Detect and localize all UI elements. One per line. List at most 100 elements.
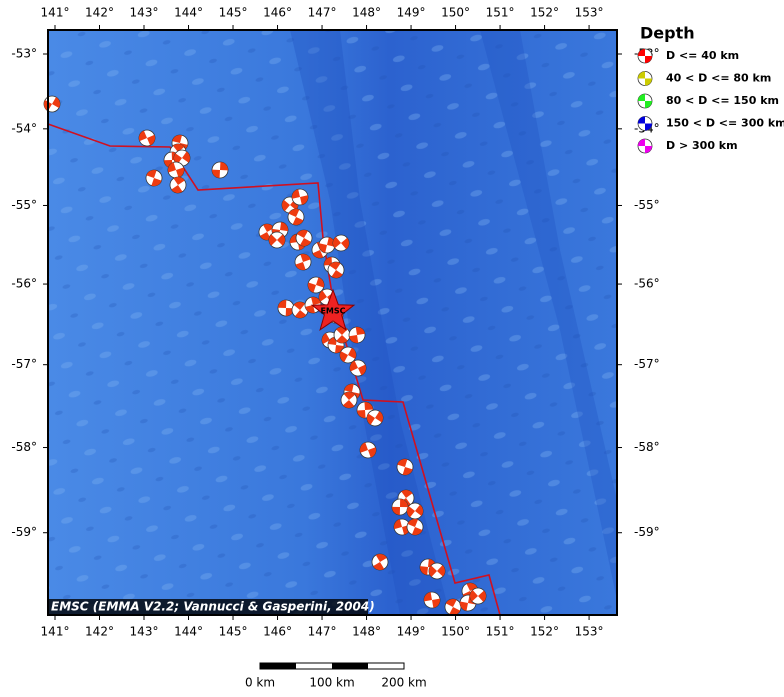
- ball-quadrant: [348, 347, 356, 359]
- ball-quadrant: [341, 237, 349, 250]
- longitude-label: 153°: [575, 6, 604, 20]
- ball-quadrant: [322, 333, 330, 344]
- ball-quadrant: [358, 364, 366, 376]
- ball-quadrant: [349, 335, 359, 343]
- focal-mechanism: [332, 234, 350, 252]
- ball-quadrant: [292, 217, 304, 225]
- legend-entry: D <= 40 km: [666, 49, 739, 62]
- ball-quadrant: [392, 506, 400, 515]
- longitude-label: 150°: [441, 625, 470, 639]
- ball-quadrant: [329, 262, 341, 270]
- ball-quadrant: [146, 170, 157, 178]
- ball-quadrant: [402, 467, 413, 475]
- focal-mechanism: [406, 518, 424, 536]
- focal-mechanism: [295, 229, 313, 247]
- focal-mechanism: [637, 93, 653, 109]
- longitude-label: 145°: [219, 625, 248, 639]
- ball-quadrant: [336, 335, 348, 343]
- latitude-label: -53°: [11, 47, 37, 61]
- focal-mechanism: [406, 502, 424, 520]
- ball-quadrant: [319, 290, 327, 302]
- longitude-label: 150°: [441, 6, 470, 20]
- focal-mechanism: [291, 301, 309, 319]
- ball-quadrant: [638, 139, 645, 146]
- ball-quadrant: [294, 310, 307, 318]
- longitude-label: 144°: [174, 625, 203, 639]
- longitude-label: 143°: [130, 625, 159, 639]
- latitude-label: -56°: [11, 277, 37, 291]
- ball-quadrant: [305, 305, 315, 313]
- focal-mechanism: [327, 261, 345, 279]
- ball-quadrant: [316, 277, 324, 288]
- ball-quadrant: [424, 592, 432, 602]
- ball-quadrant: [638, 49, 645, 56]
- epicenter-star: [310, 288, 356, 331]
- longitude-label: 148°: [352, 6, 381, 20]
- longitude-label: 152°: [530, 625, 559, 639]
- ball-quadrant: [278, 300, 287, 308]
- focal-mechanism: [637, 138, 653, 154]
- scale-bar: 0 km 100 km 200 km: [245, 662, 427, 690]
- ball-quadrant: [407, 506, 415, 518]
- focal-mechanism: [469, 587, 487, 605]
- ball-quadrant: [220, 162, 228, 171]
- focal-mechanism: [138, 129, 156, 147]
- ball-quadrant: [260, 232, 271, 240]
- focal-mechanism: [359, 441, 377, 459]
- ball-quadrant: [263, 224, 274, 232]
- focal-mechanism: [277, 299, 295, 317]
- latitude-label: -58°: [11, 440, 37, 454]
- latitude-label: -56°: [634, 277, 660, 291]
- ball-quadrant: [288, 209, 300, 217]
- focal-mechanism: [637, 116, 653, 131]
- legend-entry: D > 300 km: [666, 139, 738, 152]
- focal-mechanism: [211, 161, 229, 179]
- focal-mechanism: [268, 231, 286, 249]
- ball-quadrant: [335, 345, 344, 353]
- scale-bar-segment: [260, 663, 296, 669]
- ball-quadrant: [139, 130, 147, 142]
- longitude-label: 147°: [308, 6, 337, 20]
- ball-quadrant: [168, 162, 176, 173]
- longitude-label: 153°: [575, 625, 604, 639]
- latitude-label: -59°: [634, 525, 660, 539]
- ball-quadrant: [172, 144, 185, 152]
- ball-quadrant: [375, 411, 383, 423]
- ball-quadrant: [282, 199, 290, 212]
- ball-quadrant: [300, 238, 311, 246]
- longitude-label: 146°: [263, 6, 292, 20]
- events: [43, 95, 487, 616]
- credit: EMSC (EMMA V2.2; Vannucci & Gasperini, 2…: [48, 599, 375, 615]
- longitude-label: 141°: [41, 625, 70, 639]
- ball-quadrant: [645, 101, 652, 108]
- ball-quadrant: [412, 527, 423, 535]
- latitude-label: -55°: [11, 198, 37, 212]
- ball-quadrant: [460, 601, 468, 611]
- epicenter: EMSC: [310, 288, 356, 331]
- ball-quadrant: [645, 123, 652, 131]
- scale-label: 0 km: [245, 676, 275, 690]
- ball-quadrant: [375, 554, 387, 562]
- focal-mechanism: [340, 391, 358, 409]
- ball-quadrant: [292, 189, 300, 199]
- focal-mechanism: [145, 169, 163, 187]
- ball-quadrant: [277, 234, 285, 246]
- focal-mechanism: [637, 71, 653, 86]
- ball-quadrant: [182, 151, 190, 163]
- ball-quadrant: [429, 565, 437, 577]
- ball-quadrant: [645, 56, 652, 63]
- legend-entry: 80 < D <= 150 km: [666, 94, 779, 107]
- focal-mechanism: [391, 498, 409, 516]
- ball-quadrant: [449, 607, 461, 615]
- ball-quadrant: [312, 250, 324, 258]
- latitude-label: -55°: [634, 198, 660, 212]
- ball-quadrant: [397, 459, 408, 467]
- latitude-label: -57°: [11, 357, 37, 371]
- ball-quadrant: [355, 327, 365, 335]
- focal-mechanism: [371, 553, 389, 571]
- ball-quadrant: [171, 185, 183, 193]
- ball-quadrant: [420, 566, 428, 575]
- ball-quadrant: [333, 236, 341, 249]
- scale-bar-segment: [332, 663, 368, 669]
- latitude-label: -59°: [11, 525, 37, 539]
